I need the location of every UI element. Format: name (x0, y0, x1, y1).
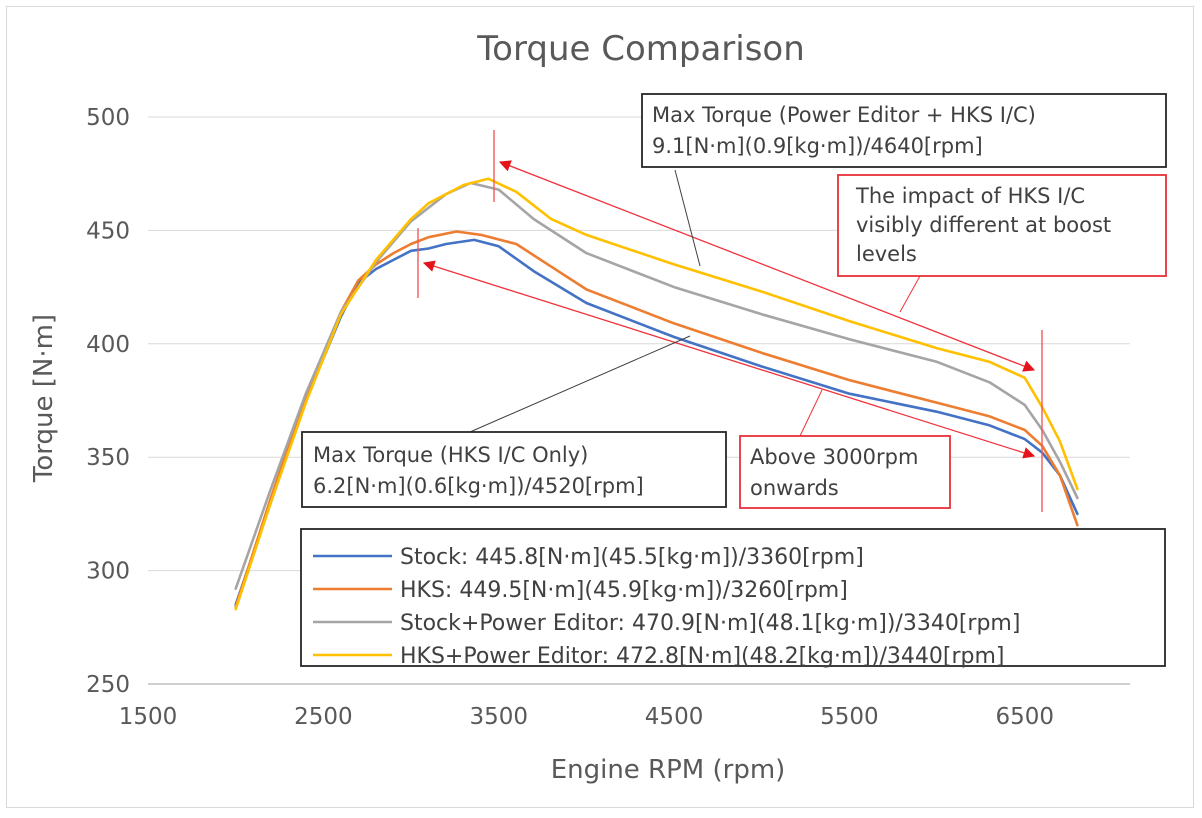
chart-title: Torque Comparison (476, 29, 805, 69)
annotation-pe-line1: Max Torque (Power Editor + HKS I/C) (652, 103, 1036, 127)
legend-label-hks: HKS: 449.5[N·m](45.9[kg·m])/3260[rpm] (400, 578, 848, 603)
y-tick-label: 500 (86, 105, 130, 131)
annotation-hks-box (301, 431, 727, 508)
annotation-above: Above 3000rpm onwards (739, 435, 951, 509)
annotation-hks-line2: 6.2[N·m](0.6[kg·m])/4520[rpm] (313, 474, 644, 498)
y-axis-label: Torque [N·m] (29, 314, 59, 483)
x-axis-ticks: 1500 2500 3500 4500 5500 6500 (119, 704, 1054, 730)
y-tick-label: 250 (86, 672, 130, 698)
annotation-pe-line2: 9.1[N·m](0.9[kg·m])/4640[rpm] (652, 134, 983, 158)
legend: Stock: 445.8[N·m](45.5[kg·m])/3360[rpm] … (300, 528, 1166, 669)
leader-hks (469, 335, 691, 433)
annotation-above-box (739, 435, 951, 509)
y-tick-label: 400 (86, 332, 130, 358)
x-tick-label: 6500 (996, 704, 1055, 730)
annotation-hks-line1: Max Torque (HKS I/C Only) (313, 443, 588, 467)
annotation-impact-line1: The impact of HKS I/C (855, 184, 1085, 208)
x-tick-label: 4500 (645, 704, 704, 730)
annotation-above-line2: onwards (750, 476, 839, 500)
legend-label-stock-pe: Stock+Power Editor: 470.9[N·m](48.1[kg·m… (400, 611, 1020, 636)
legend-label-stock: Stock: 445.8[N·m](45.5[kg·m])/3360[rpm] (400, 545, 864, 570)
leader-above (799, 389, 823, 437)
x-tick-label: 2500 (294, 704, 353, 730)
arrow-hks-gain (422, 260, 1036, 459)
y-tick-label: 300 (86, 559, 130, 585)
annotation-pe-box (641, 93, 1167, 168)
x-tick-label: 1500 (119, 704, 178, 730)
annotation-above-line1: Above 3000rpm (750, 445, 918, 469)
annotation-hks: Max Torque (HKS I/C Only) 6.2[N·m](0.6[k… (301, 431, 727, 508)
y-tick-label: 350 (86, 445, 130, 471)
legend-box (300, 528, 1166, 667)
annotation-impact-line2: visibly different at boost (856, 213, 1111, 237)
x-tick-label: 5500 (820, 704, 879, 730)
annotation-impact-box (837, 174, 1167, 277)
annotation-pe: Max Torque (Power Editor + HKS I/C) 9.1[… (641, 93, 1167, 168)
leader-impact (899, 275, 921, 313)
y-axis-ticks: 250 300 350 400 450 500 (86, 105, 130, 698)
x-axis-label: Engine RPM (rpm) (551, 755, 786, 785)
annotation-arrows (417, 130, 1043, 512)
legend-label-hks-pe: HKS+Power Editor: 472.8[N·m](48.2[kg·m])… (400, 644, 1004, 669)
x-tick-label: 3500 (469, 704, 528, 730)
annotation-impact-line3: levels (856, 242, 917, 266)
annotation-impact: The impact of HKS I/C visibly different … (837, 174, 1167, 277)
leader-pe (674, 169, 701, 267)
y-tick-label: 450 (86, 218, 130, 244)
